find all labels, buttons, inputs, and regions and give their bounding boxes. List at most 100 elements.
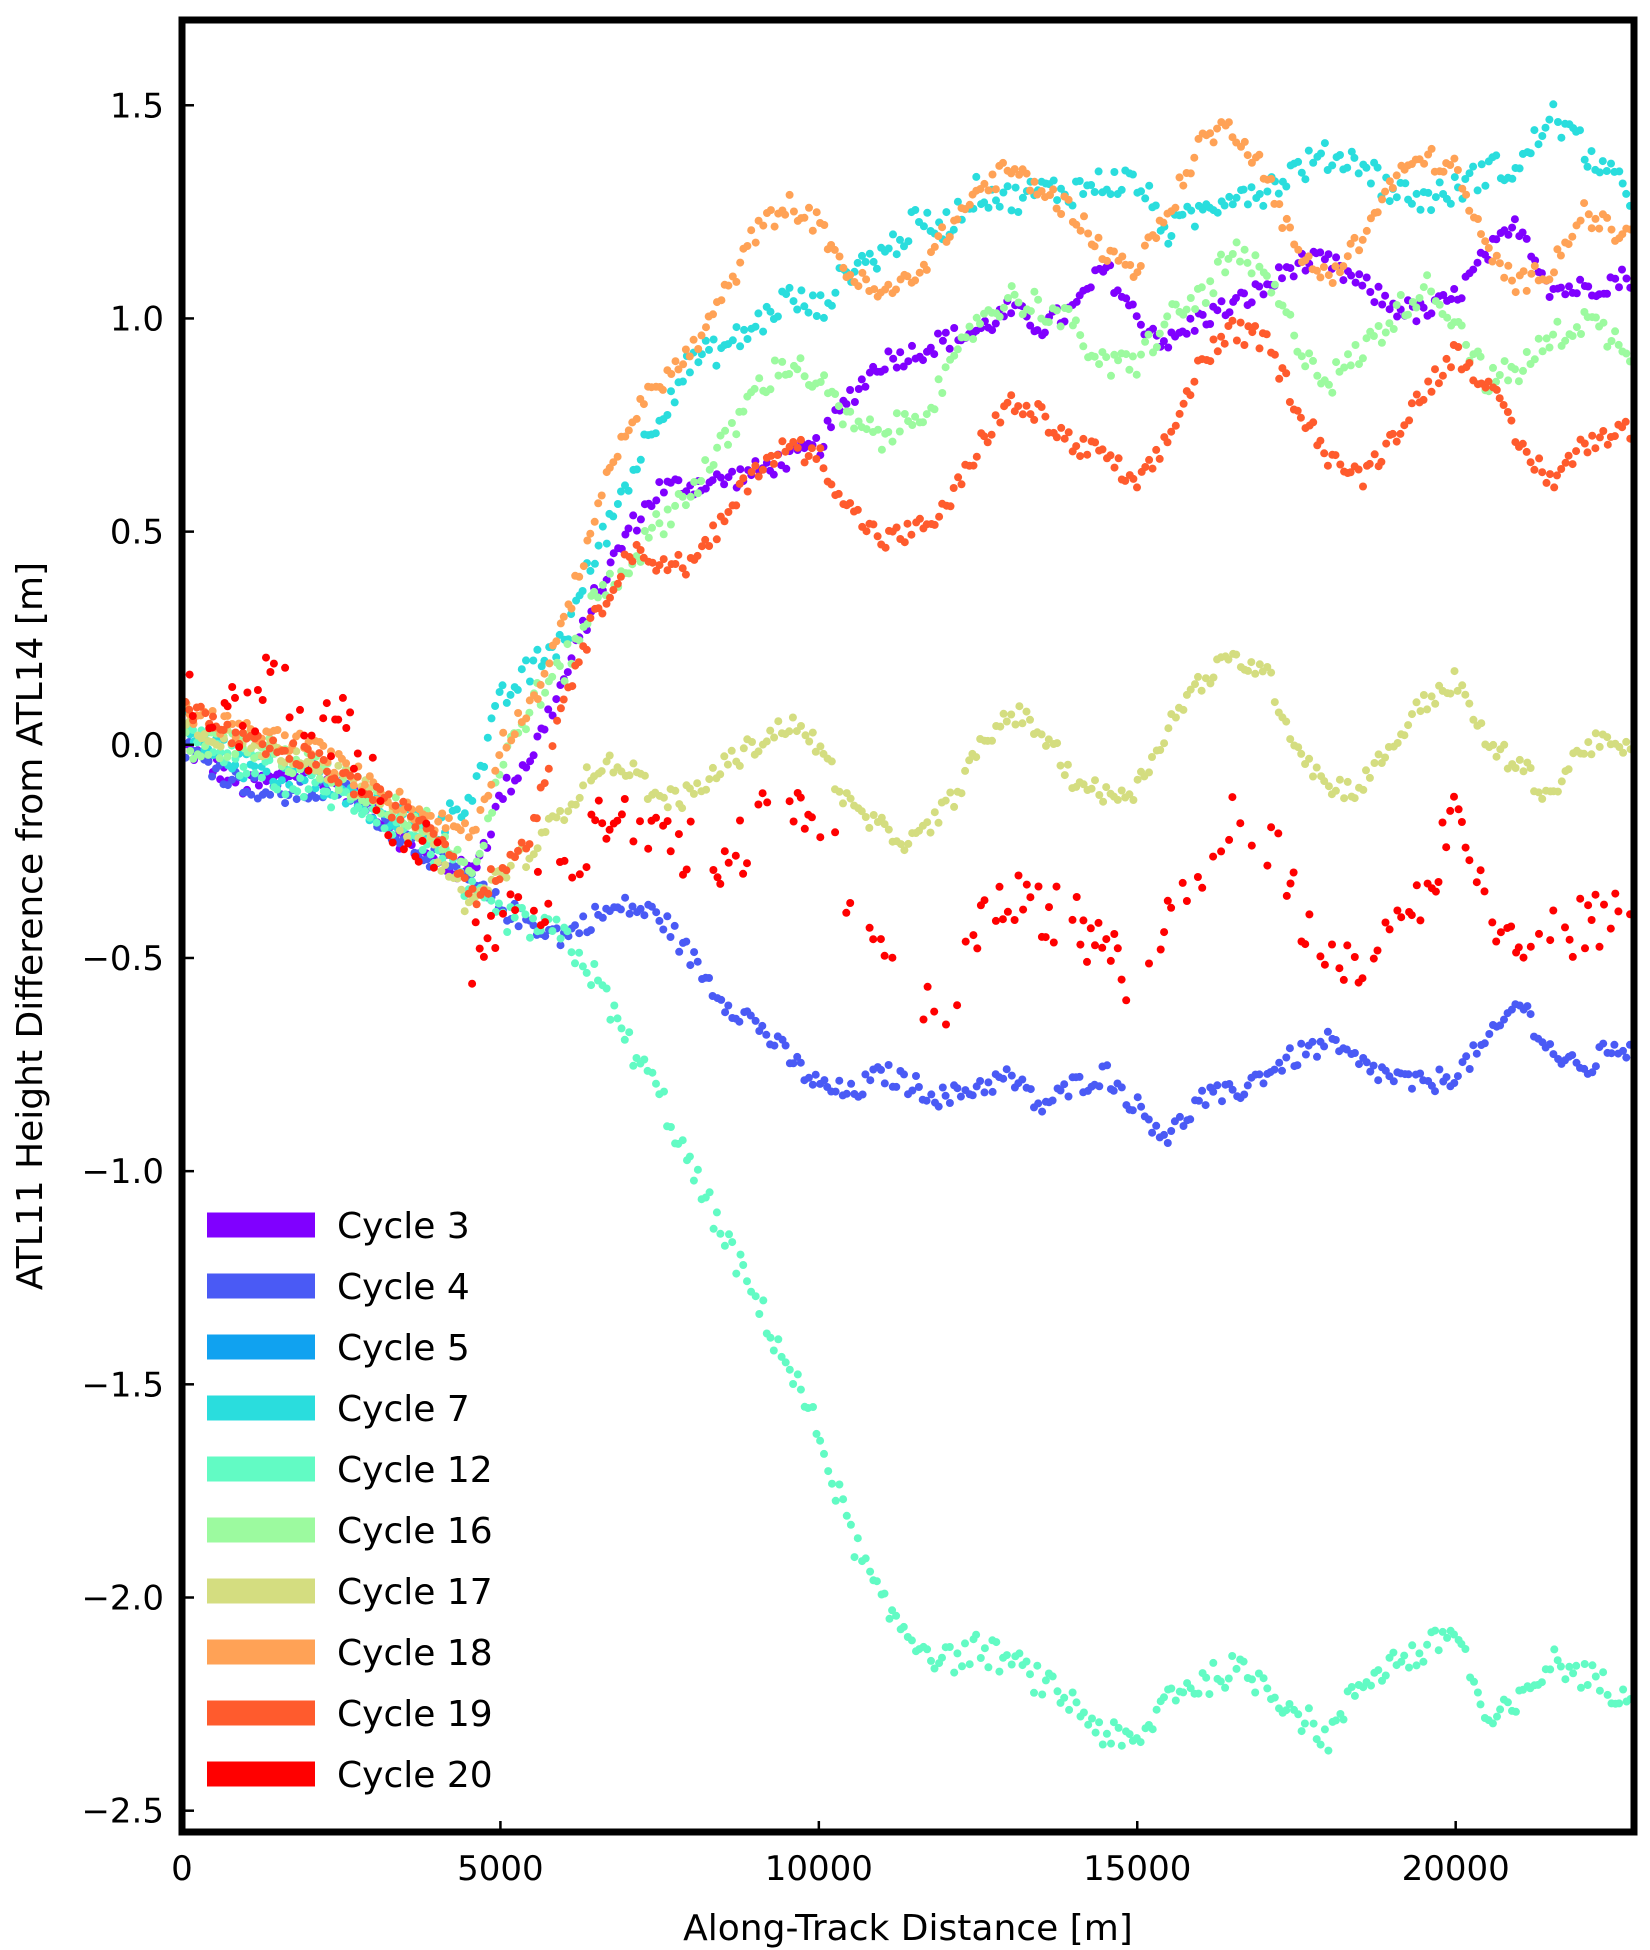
data-point: [1190, 222, 1199, 231]
data-point: [835, 787, 844, 796]
data-point: [899, 362, 908, 371]
data-point: [1346, 468, 1355, 477]
data-point: [1049, 938, 1058, 947]
data-point: [204, 750, 213, 759]
data-point: [1423, 705, 1432, 714]
data-point: [1587, 147, 1596, 156]
data-point: [720, 1241, 729, 1250]
data-point: [751, 1292, 760, 1301]
data-point: [559, 612, 568, 621]
data-point: [606, 1015, 615, 1024]
data-point: [1117, 185, 1126, 194]
data-point: [1232, 193, 1241, 202]
data-point: [705, 542, 714, 550]
data-point: [807, 813, 816, 822]
data-point: [529, 850, 538, 859]
data-point: [1163, 896, 1172, 905]
data-point: [574, 658, 583, 667]
data-point: [426, 850, 435, 859]
data-point: [1515, 755, 1524, 764]
data-point: [1350, 1691, 1359, 1700]
data-point: [342, 724, 351, 732]
data-point: [1244, 322, 1253, 331]
data-point: [969, 461, 978, 470]
data-point: [215, 754, 224, 763]
data-point: [1026, 715, 1034, 724]
data-point: [606, 558, 615, 567]
data-point: [1530, 126, 1539, 135]
data-point: [721, 1008, 730, 1017]
data-point: [598, 913, 607, 922]
series-cycle-17: [182, 649, 1635, 916]
data-point: [728, 467, 737, 476]
data-point: [1477, 160, 1486, 169]
data-point: [1416, 707, 1425, 716]
data-point: [544, 899, 553, 908]
data-point: [484, 814, 492, 823]
data-point: [1206, 679, 1215, 688]
data-point: [449, 852, 458, 861]
data-point: [1546, 936, 1555, 945]
data-point: [1358, 974, 1367, 983]
data-point: [384, 831, 393, 840]
data-point: [1564, 451, 1573, 460]
data-point: [1553, 471, 1561, 480]
data-point: [479, 952, 488, 961]
legend-label: Cycle 20: [337, 1755, 493, 1796]
data-point: [1247, 658, 1256, 667]
data-point: [1137, 350, 1145, 359]
data-point: [1565, 282, 1573, 291]
data-point: [1209, 138, 1218, 147]
data-point: [658, 385, 667, 394]
data-point: [663, 411, 672, 419]
data-point: [1535, 454, 1544, 463]
data-point: [292, 747, 301, 756]
data-point: [716, 1229, 725, 1238]
data-point: [995, 882, 1004, 891]
data-point: [922, 1096, 931, 1105]
data-point: [587, 981, 596, 990]
data-point: [1550, 268, 1558, 277]
legend-label: Cycle 16: [337, 1511, 493, 1552]
y-tick-label: −2.0: [81, 1579, 164, 1619]
data-point: [636, 904, 645, 913]
data-point: [869, 935, 878, 944]
data-point: [1561, 336, 1570, 345]
data-point: [560, 816, 569, 825]
data-point: [953, 1084, 962, 1093]
data-point: [1243, 258, 1252, 267]
data-point: [1320, 777, 1329, 786]
data-point: [556, 807, 565, 815]
data-point: [457, 885, 466, 894]
data-point: [857, 807, 866, 816]
data-point: [648, 1068, 657, 1077]
data-point: [223, 702, 232, 711]
data-point: [1125, 1730, 1134, 1739]
data-point: [522, 656, 530, 665]
data-point: [1179, 399, 1188, 408]
data-point: [991, 411, 1000, 420]
data-point: [594, 499, 603, 508]
data-point: [1255, 1070, 1264, 1079]
data-point: [1622, 349, 1631, 358]
data-point: [1495, 371, 1504, 379]
data-point: [586, 566, 595, 575]
data-point: [560, 677, 569, 686]
data-point: [1018, 719, 1027, 728]
data-point: [1275, 374, 1284, 383]
data-point: [1213, 306, 1222, 315]
data-point: [766, 726, 775, 735]
data-point: [988, 326, 997, 335]
data-point: [1160, 928, 1169, 937]
data-point: [941, 796, 950, 805]
data-point: [945, 232, 954, 241]
data-point: [1225, 308, 1234, 317]
data-point: [517, 665, 526, 674]
data-point: [502, 743, 511, 752]
data-point: [548, 711, 557, 720]
data-point: [1419, 691, 1428, 699]
data-point: [384, 790, 393, 799]
data-point: [1583, 1681, 1592, 1689]
data-point: [471, 918, 480, 927]
data-point: [1179, 1688, 1188, 1697]
